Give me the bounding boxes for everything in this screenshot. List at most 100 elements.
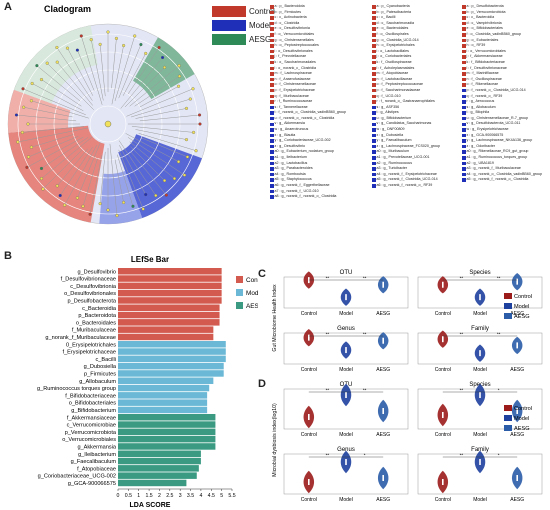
taxa-color-dot [372,128,376,132]
taxa-label: d : c_ Vampirivibrionia [466,20,502,25]
violin-legend-swatch [504,425,512,431]
taxa-label: e : o_ Bacteroidales [376,26,409,31]
taxa-color-dot [270,156,274,160]
lefse-tick-label: 1 [137,493,140,499]
taxa-label: e : c_ Desulfovibrionia [274,26,310,31]
taxa-label: w : g_ DNF00809 [376,127,405,132]
cladogram: Cladogram [7,4,209,225]
taxa-label: a1 : g_ Prevotellaceae_UCG-001 [376,155,430,160]
taxa-entry: g : o_ Eubacteriales [462,38,542,44]
taxa-entry: a4 : g_ norank_o_ Clostridia_vadinBB60_g… [462,172,542,178]
taxa-color-dot [372,27,376,31]
taxa-entry: d : c_ Clostridia [270,21,346,27]
taxa-label: a3 : g_ Parabacteroides [274,166,313,171]
cladogram-branch [90,39,104,101]
taxa-entry: a6 : g_ norank_f_ norank_o_ RF39 [372,183,440,189]
violin-median-box [345,459,347,465]
cladogram-node [154,193,158,198]
cladogram-node [198,113,202,117]
cladogram-branch [23,106,73,118]
cladogram-node [139,42,143,47]
lefse-bar [118,414,216,421]
lefse-tick-label: 5.5 [228,493,235,499]
taxa-entry: s : g_ Allobaculum [462,105,542,111]
taxa-color-dot [270,77,274,82]
taxa-entry: s : g_ ASF356 [372,105,440,111]
taxa-color-dot [462,167,466,171]
lefse-bar-label: c_Bacteroidia [82,306,117,312]
cladogram-node [39,166,44,170]
taxa-label: a8 : g_ norank_f_ norank_o_ Clostridia [274,194,337,199]
violin-legend-label: AESG [514,426,530,432]
taxa-color-dot [372,150,376,154]
violin-legend-swatch [504,293,512,299]
taxa-entry: q : f_ Muribaculaceae [270,94,346,100]
cladogram-branch [67,48,94,96]
taxa-label: v : g_ Desulfobacterota_UCG-011 [466,121,521,126]
taxa-label: b : p_ Patescibacteria [376,9,412,14]
taxa-entry: a4 : g_ Romboutsia [270,172,346,178]
taxa-entry: e : o_ Bifidobacteriales [462,26,542,32]
violin-legend-label: Model [514,416,529,422]
lefse-bar [118,421,216,428]
cladogram-branch [47,63,95,111]
violin-category-label: Control [301,367,317,373]
taxa-label: c : c_ Actinobacteria [274,15,307,20]
violin-category-label: Model [473,497,487,503]
taxa-entry: a8 : g_ norank_f_ norank_o_ Clostridia [270,194,346,200]
taxa-entry: x : g_ Blautia [270,133,346,139]
taxa-entry: b : p_ Verrucomicrobiota [462,10,542,16]
taxa-color-dot [462,38,466,43]
lefse-bar-label: c_Verrucomicrobiae [67,423,116,429]
cladogram-branch [114,159,124,203]
taxa-color-dot [372,178,376,182]
taxa-color-dot [270,133,274,138]
cladogram-branch [139,114,200,122]
taxa-color-dot [462,139,466,143]
lefse-bar-label: p_Bacteroidota [78,313,117,319]
taxa-entry: r : f_ norank_o_ Gastranaerophilales [372,99,440,105]
cladogram-branch [122,53,146,96]
taxa-label: a2 : g_ Lactobacillus [274,160,308,165]
cladogram-node [25,165,29,169]
taxa-color-dot [372,172,376,177]
lefse-bar-label: g_Akkermansia [77,444,116,450]
cladogram-branch [26,136,84,168]
taxa-entry: k : f_ Bifidobacteriaceae [462,60,542,66]
taxa-entry: b : p_ Firmicutes [270,10,346,16]
taxa-entry: r : g_ Aerococcus [462,99,542,105]
violin-subplot-title: Family [471,326,489,332]
taxa-entry: a : p_ Bacteroidota [270,4,346,10]
taxa-color-dot [270,16,274,20]
cladogram-branch [57,148,88,186]
taxa-entry: a3 : g_ norank_f_ Muribaculaceae [462,166,542,172]
taxa-color-dot [372,83,376,87]
violin-category-label: Model [339,497,353,503]
lefse-tick-label: 0 [117,493,120,499]
cladogram-branch [130,151,167,196]
cladogram-node [188,97,192,101]
cladogram-node [16,140,20,144]
cladogram-node [133,34,137,38]
taxa-entry: q : f_ UCG-010 [372,94,440,100]
taxa-color-dot [270,139,274,143]
taxa-color-dot [462,88,466,93]
violin-category-label: AESG [510,432,524,438]
taxa-color-dot [372,100,376,104]
taxa-label: n : f_ Oscillospiraceae [466,76,502,81]
taxa-label: c : c_ Bacteroidia [466,15,495,20]
cladogram-node [63,203,67,207]
taxa-label: o : f_ Rikenellaceae [466,82,499,87]
significance-mark: ** [460,332,464,337]
taxa-entry: o : f_ Rikenellaceae [462,82,542,88]
violin-category-label: Model [473,311,487,317]
lefse-bar-label: c_Desulfovibrionia [70,284,117,290]
lefse-bar-label: g_Coriobacteriaceae_UCG-002 [38,474,116,480]
legend-aesg-swatch [212,34,246,45]
taxa-color-dot [462,94,466,99]
violin-panel-d: Microbial dysbiosis index(log10) OTUCont… [272,382,543,503]
cladogram-node [114,36,118,40]
taxa-label: f : o_ Clostridia_vadinBB60_group [466,31,522,36]
lefse-legend-label: Control [246,277,258,284]
cladogram-branch [111,38,117,89]
